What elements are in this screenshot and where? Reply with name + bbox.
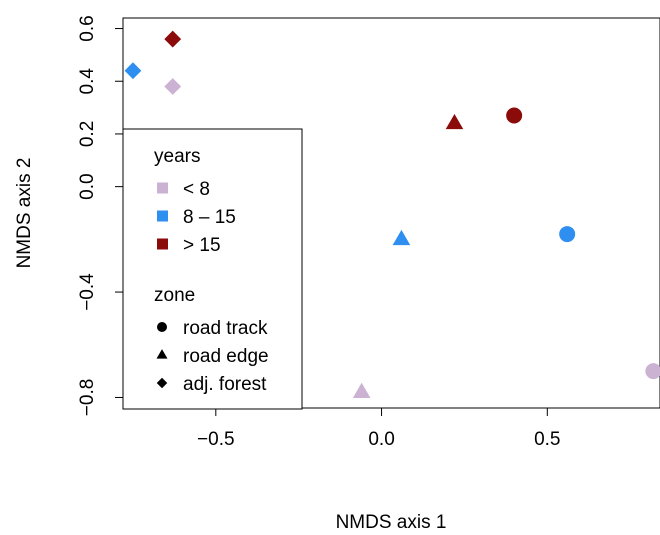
y-tick-label: 0.0	[77, 173, 98, 199]
legend-years-swatch	[157, 210, 168, 222]
legend-years-label: < 8	[183, 179, 210, 200]
legend-zone-diamond-icon	[156, 377, 168, 389]
x-axis-title: NMDS axis 1	[336, 512, 447, 533]
data-point-circle	[559, 226, 576, 243]
data-point-diamond	[164, 30, 182, 48]
data-point-triangle	[392, 229, 411, 246]
legend-zone-title: zone	[154, 285, 195, 306]
data-point-diamond	[124, 62, 142, 80]
y-axis: −0.8 −0.4 0.0 0.2 0.4 0.6	[77, 15, 124, 417]
legend-years-label: 8 – 15	[183, 207, 236, 228]
legend-years-label: > 15	[183, 235, 221, 256]
x-tick-label: 0.5	[534, 429, 560, 450]
y-axis-title: NMDS axis 2	[14, 158, 35, 269]
x-tick-label: 0.0	[368, 429, 394, 450]
y-tick-label: 0.4	[77, 68, 98, 95]
legend-zone-label: adj. forest	[183, 374, 267, 395]
legend-zone-label: road track	[183, 318, 268, 339]
data-point-triangle	[352, 382, 371, 398]
x-tick-label: −0.5	[197, 429, 235, 450]
legend-years-swatch	[157, 238, 168, 250]
legend-zone-label: road edge	[183, 346, 269, 367]
y-tick-label: −0.8	[77, 379, 98, 417]
data-point-triangle	[445, 113, 464, 130]
data-points	[124, 30, 660, 398]
y-tick-label: −0.4	[77, 273, 98, 311]
legend-years-swatch	[157, 182, 168, 194]
legend: years < 8 8 – 15 > 15 zone road track road …	[122, 128, 303, 410]
y-tick-label: 0.2	[77, 121, 98, 147]
x-axis: −0.5 0.0 0.5	[197, 407, 561, 450]
y-tick-label: 0.6	[77, 15, 98, 41]
legend-zone-triangle-icon	[156, 349, 168, 359]
data-point-diamond	[164, 78, 182, 95]
legend-zone-circle-icon	[157, 322, 167, 332]
legend-box	[122, 128, 303, 410]
data-point-circle	[645, 363, 660, 380]
legend-years-title: years	[154, 146, 200, 167]
data-point-circle	[506, 107, 523, 124]
